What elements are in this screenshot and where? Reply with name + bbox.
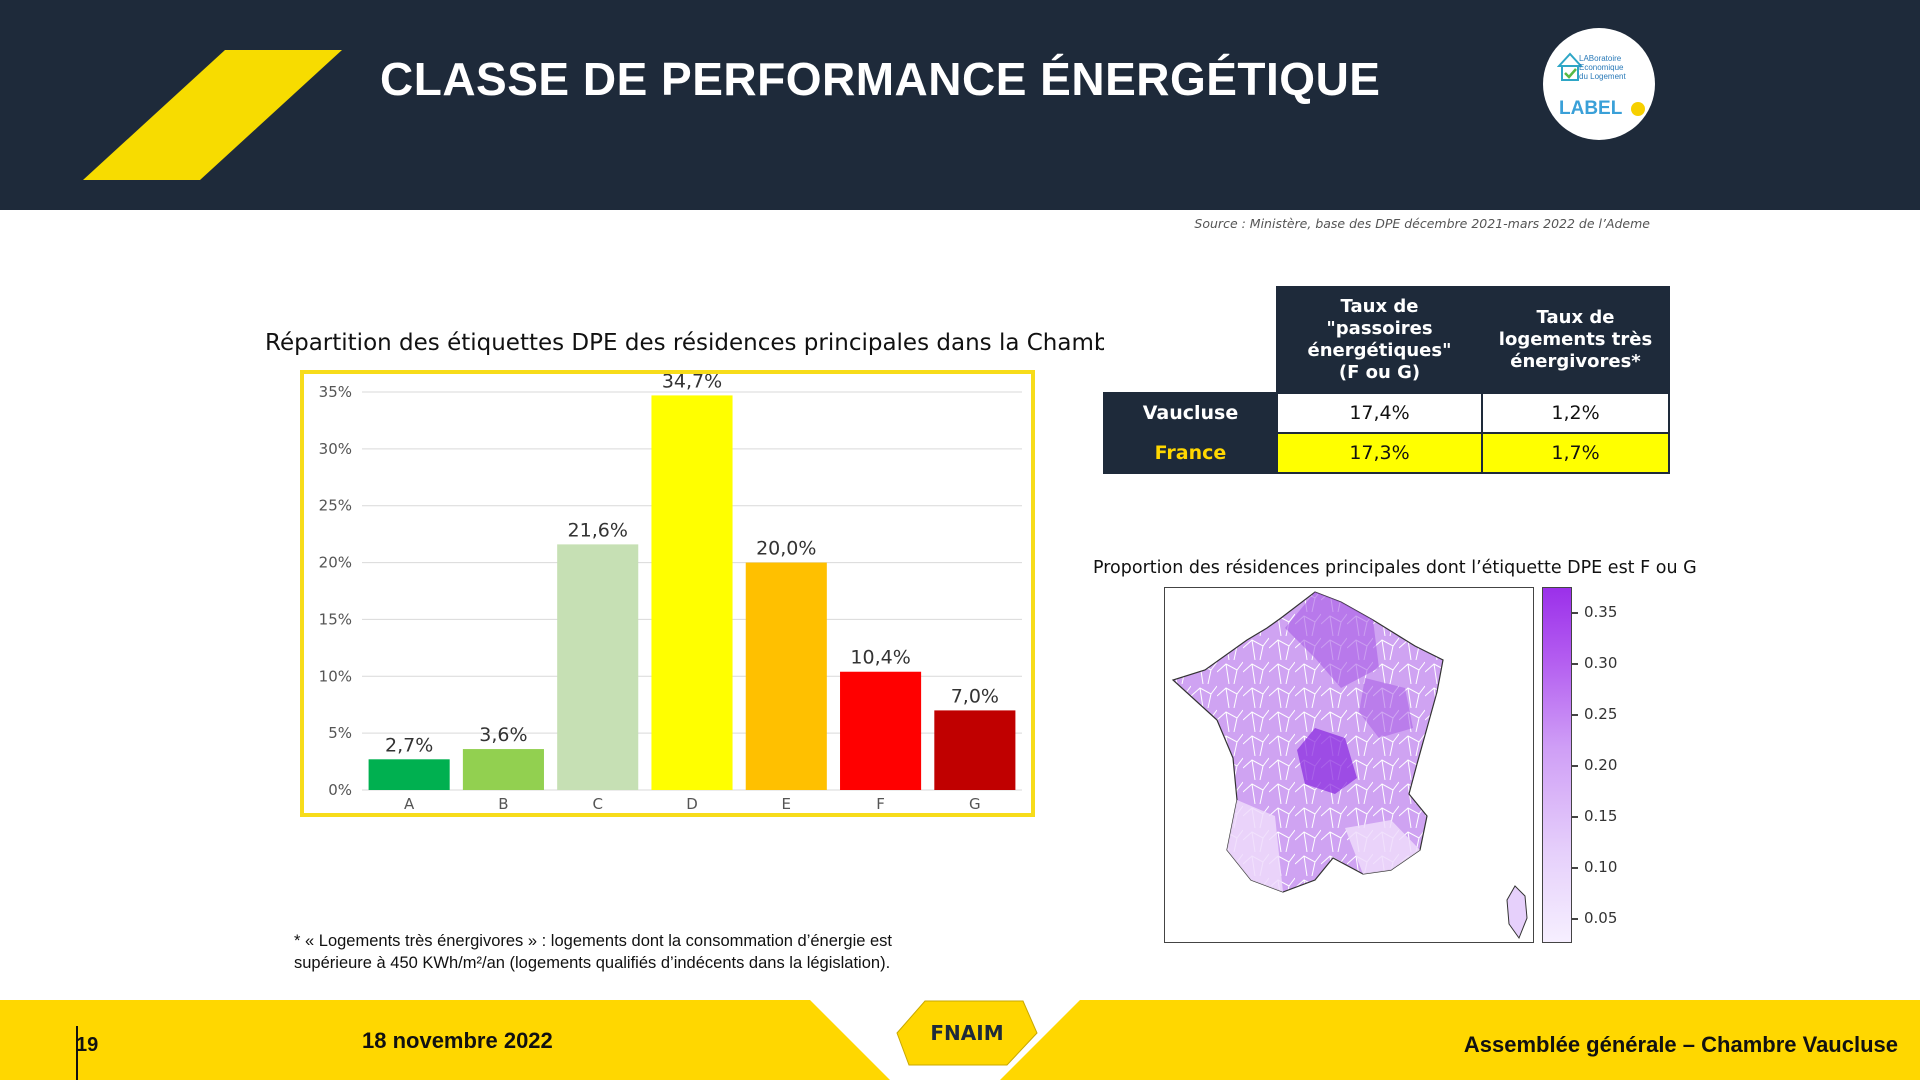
- house-check-icon: [1557, 52, 1583, 81]
- page-number-marker: [76, 1026, 78, 1080]
- data-label: 34,7%: [662, 374, 722, 392]
- logo-text: LABEL: [1559, 98, 1623, 119]
- label-logo: LABoratoire Economique du Logement LABEL: [1543, 28, 1655, 140]
- table-cell: 17,4%: [1276, 392, 1483, 434]
- footer-event: Assemblée générale – Chambre Vaucluse: [1463, 1032, 1898, 1057]
- page-title: CLASSE DE PERFORMANCE ÉNERGÉTIQUE: [380, 53, 1381, 105]
- header-line: Taux de: [1536, 307, 1615, 328]
- colorbar-label: 0.15: [1584, 807, 1618, 825]
- header-line: logements très: [1498, 329, 1653, 350]
- logo-line: du Logement: [1579, 72, 1626, 81]
- map-colorbar: [1542, 587, 1572, 943]
- colorbar-tick: [1572, 663, 1578, 665]
- col-header-energivores: Taux de logements très énergivores*: [1481, 286, 1670, 394]
- yellow-slash-decoration: [83, 50, 342, 180]
- data-label: 10,4%: [850, 647, 910, 669]
- footer-band: [0, 1000, 1920, 1080]
- colorbar-tick: [1572, 918, 1578, 920]
- header-line: énergétiques": [1307, 340, 1452, 361]
- logo-line: Economique: [1579, 63, 1624, 72]
- header-line: (F ou G): [1338, 362, 1421, 383]
- row-label-france: France: [1103, 432, 1278, 474]
- bar-c: [557, 544, 639, 790]
- page-number: 19: [76, 1034, 99, 1056]
- x-tick-label: G: [969, 795, 981, 813]
- header-line: énergivores*: [1510, 351, 1641, 372]
- france-choropleth: [1171, 591, 1528, 940]
- colorbar-tick: [1572, 612, 1578, 614]
- colorbar-label: 0.05: [1584, 909, 1618, 927]
- y-tick-label: 20%: [319, 554, 352, 572]
- y-tick-label: 5%: [328, 724, 352, 742]
- footnote: * « Logements très énergivores » : logem…: [294, 930, 892, 974]
- table-row: Vaucluse 17,4% 1,2%: [1103, 392, 1670, 434]
- source-note: Source : Ministère, base des DPE décembr…: [1194, 216, 1650, 231]
- y-tick-label: 0%: [328, 781, 352, 799]
- col-header-passoires: Taux de "passoires énergétiques" (F ou G…: [1276, 286, 1483, 394]
- row-label-vaucluse: Vaucluse: [1103, 392, 1278, 434]
- y-tick-label: 15%: [319, 610, 352, 628]
- footnote-line: supérieure à 450 KWh/m²/an (logements qu…: [294, 954, 891, 972]
- table-cell: 1,7%: [1481, 432, 1670, 474]
- fnaim-logo: FNAIM: [896, 1000, 1038, 1066]
- footer-date: 18 novembre 2022: [362, 1028, 553, 1053]
- table-cell: 17,3%: [1276, 432, 1483, 474]
- colorbar-tick: [1572, 714, 1578, 716]
- chart-frame: 0% 5% 10% 15% 20% 25% 30% 35% 2,7% A 3,6% B 21,6% C 34…: [300, 370, 1035, 817]
- chart-title: Répartition des étiquettes DPE des résid…: [265, 330, 1132, 356]
- bar-a: [368, 759, 450, 790]
- bar-chart: 0% 5% 10% 15% 20% 25% 30% 35% 2,7% A 3,6% B 21,6% C 34…: [319, 370, 1022, 813]
- x-tick-label: C: [592, 795, 602, 813]
- colorbar-label: 0.10: [1584, 858, 1618, 876]
- data-label: 3,6%: [479, 724, 527, 746]
- france-map: [1164, 587, 1534, 943]
- x-tick-label: B: [498, 795, 508, 813]
- bar-g: [934, 710, 1016, 790]
- bar-b: [462, 749, 544, 790]
- data-label: 7,0%: [951, 685, 999, 707]
- fnaim-logo-text: FNAIM: [930, 1021, 1003, 1045]
- logo-line: LABoratoire: [1579, 54, 1622, 63]
- table-header-row: Taux de "passoires énergétiques" (F ou G…: [1104, 286, 1670, 394]
- colorbar-tick: [1572, 816, 1578, 818]
- colorbar-label: 0.35: [1584, 603, 1618, 621]
- colorbar-label: 0.25: [1584, 705, 1618, 723]
- y-tick-label: 35%: [319, 383, 352, 401]
- colorbar-tick: [1572, 765, 1578, 767]
- x-tick-label: D: [686, 795, 698, 813]
- x-tick-label: E: [782, 795, 791, 813]
- table-row: France 17,3% 1,7%: [1103, 432, 1670, 474]
- map-title: Proportion des résidences principales do…: [1093, 558, 1697, 578]
- table-corner: [1104, 287, 1277, 393]
- data-label: 21,6%: [568, 519, 628, 541]
- data-label: 20,0%: [756, 538, 816, 560]
- bar-d: [651, 395, 733, 790]
- y-tick-label: 10%: [319, 667, 352, 685]
- logo-caption: LABoratoire Economique du Logement: [1579, 54, 1639, 81]
- colorbar-label: 0.20: [1584, 756, 1618, 774]
- y-tick-label: 30%: [319, 440, 352, 458]
- bar-e: [745, 562, 827, 790]
- footnote-line: * « Logements très énergivores » : logem…: [294, 932, 893, 950]
- table-cell: 1,2%: [1481, 392, 1670, 434]
- logo-sun-icon: [1631, 102, 1645, 116]
- colorbar-tick: [1572, 867, 1578, 869]
- data-label: 2,7%: [385, 734, 433, 756]
- dpe-rates-table: Taux de "passoires énergétiques" (F ou G…: [1103, 286, 1670, 474]
- y-tick-label: 25%: [319, 497, 352, 515]
- bar-f: [840, 671, 922, 790]
- x-tick-label: F: [876, 795, 885, 813]
- colorbar-label: 0.30: [1584, 654, 1618, 672]
- header-line: Taux de "passoires: [1326, 296, 1433, 339]
- x-tick-label: A: [404, 795, 415, 813]
